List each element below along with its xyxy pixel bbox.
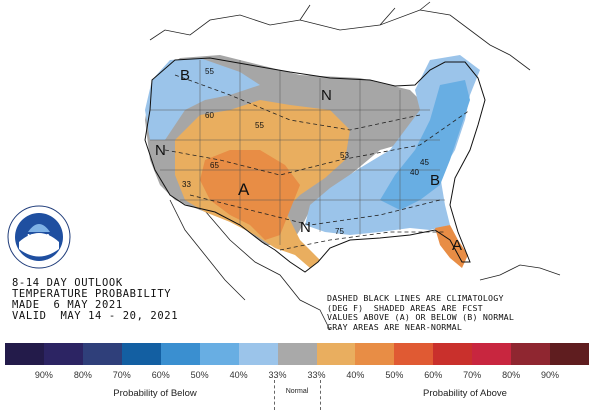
probability-tick-label: 70% [463,370,482,380]
label-n-north-central: N [321,87,332,104]
probability-above-label: Probability of Above [423,388,507,399]
probability-below-label: Probability of Below [113,388,197,399]
label-b-northwest: B [180,67,190,84]
probability-ticks: 90% 80% 70% 60% 50% 40% 33% 33% 40% 50% 60% 70% 80% 9… [5,370,589,384]
outlook-title-block: 8-14 DAY OUTLOOK TEMPERATURE PROBABILITY… [12,278,332,322]
contour-40: 40 [410,168,419,177]
noaa-logo-text: NOAA [27,233,51,242]
label-n-south-texas: N [300,219,311,236]
color-bar-cell [316,343,356,365]
climatology-lines [164,74,471,251]
above-normal-southwest-inner [200,150,300,240]
probability-tick-label: 80% [502,370,521,380]
contour-45: 45 [420,158,429,167]
probability-tick-label: 50% [385,370,404,380]
normal-separator-left [274,380,275,410]
probability-tick-label: 80% [73,370,92,380]
probability-tick-label: 33% [268,370,287,380]
probability-tick-label: 40% [346,370,365,380]
normal-label: Normal [285,388,309,395]
contour-75: 75 [335,227,344,236]
color-bar-cell [199,343,239,365]
label-b-southeast: B [430,172,440,189]
label-n-west: N [155,142,166,159]
probability-tick-label: 90% [34,370,53,380]
contour-55-nw: 55 [205,67,214,76]
state-boundaries [150,60,445,245]
below-normal-northwest [145,58,260,140]
below-normal-east-inner [380,80,470,210]
color-bar-cell [43,343,83,365]
probability-tick-label: 70% [112,370,131,380]
color-bar-cell [472,343,512,365]
probability-color-bar [5,343,590,365]
color-bar-cell [277,343,317,365]
note-line-4: GRAY AREAS ARE NEAR-NORMAL [327,321,463,332]
title-line-1: 8-14 DAY OUTLOOK [12,277,123,289]
color-bar-cell [433,343,473,365]
probability-tick-label: 60% [151,370,170,380]
title-line-3: MADE 6 MAY 2021 [12,299,123,311]
probability-tick-label: 33% [307,370,326,380]
normal-separator-right [320,380,321,410]
title-line-4: VALID MAY 14 - 20, 2021 [12,310,179,322]
label-a-florida: A [452,237,462,254]
us-outline [144,57,486,273]
contour-65: 65 [210,161,219,170]
color-bar-cell [121,343,161,365]
color-bar-cell [394,343,434,365]
contour-53: 53 [340,151,349,160]
color-bar-cell [5,343,44,365]
note-line-2: (DEG F) SHADED AREAS ARE FCST [327,302,483,313]
noaa-logo: NOAA [7,205,71,269]
color-bar-cell [238,343,278,365]
color-bar-cell [355,343,395,365]
us-temperature-outlook-map: B N N A B N A 55 55 60 65 33 53 40 45 75 [144,1,561,331]
color-bar-cell [511,343,551,365]
country-outlines [149,1,561,331]
contour-60: 60 [205,111,214,120]
probability-tick-label: 50% [190,370,209,380]
color-bar-cell [160,343,200,365]
title-line-2: TEMPERATURE PROBABILITY [12,288,172,300]
note-line-1: DASHED BLACK LINES ARE CLIMATOLOGY [327,293,504,303]
color-bar-cell [82,343,122,365]
contour-33: 33 [182,180,191,189]
label-a-southwest: A [238,180,250,199]
map-legend-note: DASHED BLACK LINES ARE CLIMATOLOGY (DEG … [327,293,589,332]
note-line-3: VALUES ABOVE (A) OR BELOW (B) NORMAL [327,312,515,323]
probability-tick-label: 90% [541,370,560,380]
probability-tick-label: 40% [229,370,248,380]
contour-55-center: 55 [255,121,264,130]
color-bar-cell [550,343,590,365]
probability-tick-label: 60% [424,370,443,380]
